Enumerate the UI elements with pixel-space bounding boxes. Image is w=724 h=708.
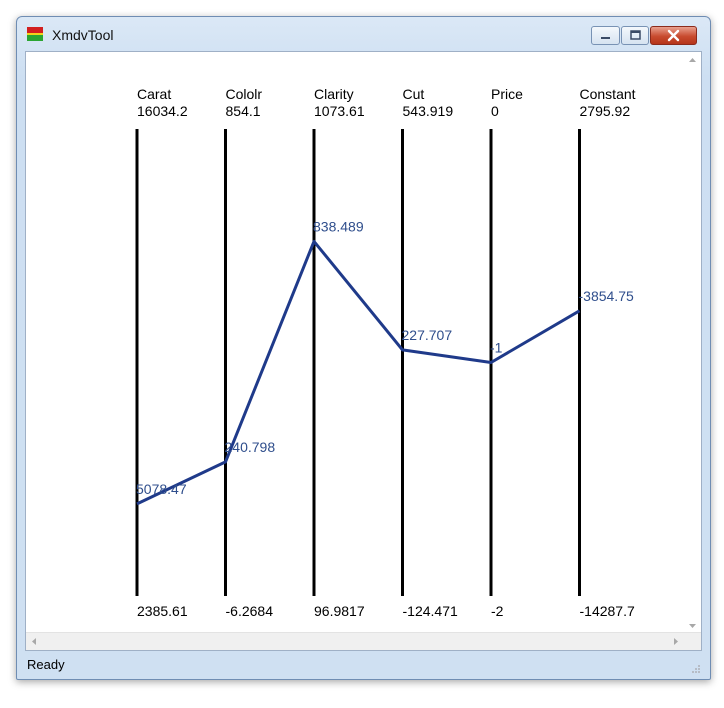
value-label: 838.489 [313, 218, 364, 234]
axis-max-label: 16034.2 [137, 103, 188, 119]
axis-max-label: 543.919 [403, 103, 454, 119]
axis-min-label: 96.9817 [314, 603, 365, 619]
arrow-left-icon[interactable] [26, 633, 43, 650]
minimize-button[interactable] [591, 26, 620, 45]
value-label: 5078.47 [136, 481, 187, 497]
status-bar: Ready [25, 651, 702, 675]
horizontal-scrollbar[interactable] [26, 632, 701, 650]
axis-min-label: -2 [491, 603, 504, 619]
axis-max-label: 854.1 [226, 103, 261, 119]
vertical-scrollbar[interactable] [684, 52, 701, 634]
minimize-icon [601, 37, 610, 39]
axis-max-label: 0 [491, 103, 499, 119]
axis-min-label: -14287.7 [580, 603, 635, 619]
arrow-right-icon[interactable] [667, 633, 684, 650]
axis-title: Constant [580, 86, 636, 102]
axis-title: Price [491, 86, 523, 102]
close-icon [667, 29, 680, 42]
maximize-button[interactable] [621, 26, 649, 45]
scrollbar-corner [684, 633, 701, 650]
value-label: 227.707 [402, 327, 453, 343]
data-polyline [136, 239, 581, 506]
maximize-icon [630, 30, 641, 40]
xmdvtool-app-icon [27, 27, 43, 41]
axis-min-label: 2385.61 [137, 603, 188, 619]
title-bar[interactable]: XmdvTool [17, 17, 710, 53]
resize-grip-icon[interactable] [690, 663, 700, 673]
arrow-up-icon[interactable] [684, 52, 701, 69]
plot-canvas[interactable]: Carat 16034.2 2385.61 5078.47 Cololr 854.1 -6.… [25, 51, 702, 651]
axis-max-label: 2795.92 [580, 103, 631, 119]
status-text: Ready [27, 657, 65, 672]
value-label: 240.798 [225, 439, 276, 455]
axis-min-label: -124.471 [403, 603, 458, 619]
axis-title: Cololr [226, 86, 263, 102]
axis-max-label: 1073.61 [314, 103, 365, 119]
axis-title: Clarity [314, 86, 354, 102]
app-window: XmdvTool Carat 16034.2 2385.61 5078.47 Colol… [16, 16, 711, 680]
axis-min-label: -6.2684 [226, 603, 274, 619]
axis-title: Cut [403, 86, 425, 102]
window-title: XmdvTool [52, 27, 114, 43]
vertical-scroll-thumb[interactable] [687, 70, 697, 616]
value-label: -3854.75 [579, 288, 634, 304]
arrow-down-icon[interactable] [684, 617, 701, 634]
value-label: -1 [490, 340, 503, 356]
axis-title: Carat [137, 86, 171, 102]
close-button[interactable] [650, 26, 697, 45]
